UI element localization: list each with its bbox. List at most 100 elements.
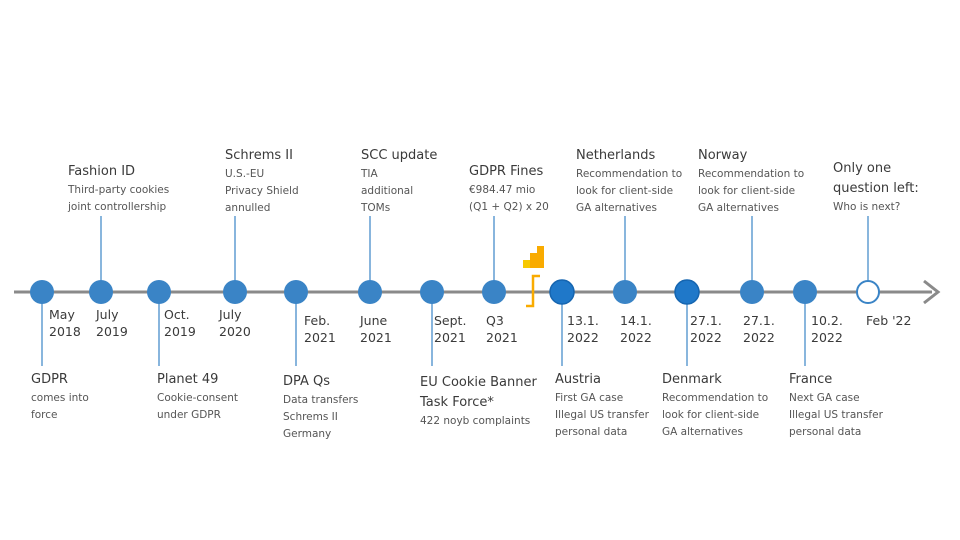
event-label: Austria First GA case Illegal US transfe…	[555, 370, 649, 441]
event-detail: annulled	[225, 202, 271, 214]
event-title: Fashion ID	[68, 164, 136, 179]
event-detail: joint controllership	[68, 201, 167, 213]
event-date: July 2020	[219, 306, 251, 340]
date-year: 2022	[743, 330, 775, 345]
date-year: 2022	[811, 330, 843, 345]
event-detail: Germany	[283, 428, 332, 440]
node-ev7	[420, 280, 444, 304]
event-detail: Privacy Shield	[225, 185, 299, 197]
node-ev1	[30, 280, 54, 304]
event-detail: look for client-side	[576, 185, 674, 197]
event-date: 27.1. 2022	[743, 312, 775, 346]
event-title: EU Cookie Banner	[420, 375, 537, 390]
event-title: France	[789, 372, 833, 387]
event-date: Oct. 2019	[164, 306, 196, 340]
event-title: Denmark	[662, 372, 722, 387]
date-year: 2021	[360, 330, 392, 345]
event-detail: Recommendation to	[662, 392, 769, 404]
event-label: Denmark Recommendation to look for clien…	[662, 370, 768, 441]
event-title: question left:	[833, 181, 919, 196]
date-month: May	[49, 307, 75, 322]
event-detail: personal data	[789, 426, 862, 438]
event-detail: Data transfers	[283, 394, 359, 406]
event-title: Norway	[698, 148, 748, 163]
date-year: 2022	[620, 330, 652, 345]
event-detail: €984.47 mio	[469, 184, 536, 196]
arrow-right-icon	[923, 279, 941, 305]
date-month: Sept.	[434, 313, 467, 328]
event-detail: Who is next?	[833, 201, 901, 213]
event-date: Sept. 2021	[434, 312, 466, 346]
event-detail: GA alternatives	[698, 202, 779, 214]
event-date: June 2021	[360, 312, 392, 346]
date-month: 13.1.	[567, 313, 599, 328]
event-date: May 2018	[49, 306, 81, 340]
date-year: 2021	[486, 330, 518, 345]
event-label: DPA Qs Data transfers Schrems II Germany	[283, 372, 358, 443]
node-ev4	[223, 280, 247, 304]
date-month: Oct.	[164, 307, 190, 322]
event-detail: force	[31, 409, 58, 421]
event-label: Norway Recommendation to look for client…	[698, 146, 804, 217]
event-label: SCC update TIA additional TOMs	[361, 146, 437, 217]
event-detail: TOMs	[361, 202, 391, 214]
event-date: 14.1. 2022	[620, 312, 652, 346]
event-detail: under GDPR	[157, 409, 221, 421]
node-ev12	[740, 280, 764, 304]
event-label: GDPR comes into force	[31, 370, 89, 424]
event-detail: Schrems II	[283, 411, 338, 423]
date-year: 2020	[219, 324, 251, 339]
date-month: 27.1.	[690, 313, 722, 328]
google-analytics-logo-icon	[523, 246, 544, 308]
event-label: GDPR Fines €984.47 mio (Q1 + Q2) x 20	[469, 162, 549, 216]
event-title: GDPR	[31, 372, 68, 387]
event-label: Only one question left: Who is next?	[833, 159, 919, 216]
event-detail: GA alternatives	[576, 202, 657, 214]
event-title: GDPR Fines	[469, 164, 544, 179]
date-year: 2022	[690, 330, 722, 345]
node-ev10	[613, 280, 637, 304]
event-detail: Illegal US transfer	[789, 409, 883, 421]
date-year: 2022	[567, 330, 599, 345]
node-ev9	[549, 279, 575, 305]
event-detail: Third-party cookies	[68, 184, 170, 196]
event-detail: TIA	[361, 168, 378, 180]
date-month: June	[360, 313, 388, 328]
event-detail: (Q1 + Q2) x 20	[469, 201, 549, 213]
node-ev13	[793, 280, 817, 304]
event-label: France Next GA case Illegal US transfer …	[789, 370, 883, 441]
event-title: Netherlands	[576, 148, 656, 163]
node-ev14	[856, 280, 880, 304]
event-detail: Recommendation to	[576, 168, 683, 180]
event-detail: look for client-side	[698, 185, 796, 197]
date-year: 2019	[164, 324, 196, 339]
event-detail: Cookie-consent	[157, 392, 238, 404]
event-label: Planet 49 Cookie-consent under GDPR	[157, 370, 238, 424]
event-date: 10.2. 2022	[811, 312, 843, 346]
date-month: July	[96, 307, 119, 322]
date-month: 14.1.	[620, 313, 652, 328]
date-year: 2021	[304, 330, 336, 345]
event-detail: 422 noyb complaints	[420, 415, 531, 427]
date-month: Feb.	[304, 313, 331, 328]
event-title: Schrems II	[225, 148, 293, 163]
event-detail: comes into	[31, 392, 89, 404]
event-title: DPA Qs	[283, 374, 331, 389]
event-detail: look for client-side	[662, 409, 760, 421]
date-year: 2021	[434, 330, 466, 345]
node-ev6	[358, 280, 382, 304]
event-title: Planet 49	[157, 372, 219, 387]
event-date: July 2019	[96, 306, 128, 340]
date-year: 2019	[96, 324, 128, 339]
event-detail: Illegal US transfer	[555, 409, 649, 421]
event-title: Only one	[833, 161, 892, 176]
event-title: Austria	[555, 372, 601, 387]
date-month: 10.2.	[811, 313, 843, 328]
event-label: Netherlands Recommendation to look for c…	[576, 146, 682, 217]
event-label: Fashion ID Third-party cookies joint con…	[68, 162, 169, 216]
event-label: EU Cookie Banner Task Force* 422 noyb co…	[420, 373, 537, 430]
node-ev2	[89, 280, 113, 304]
node-ev11	[674, 279, 700, 305]
